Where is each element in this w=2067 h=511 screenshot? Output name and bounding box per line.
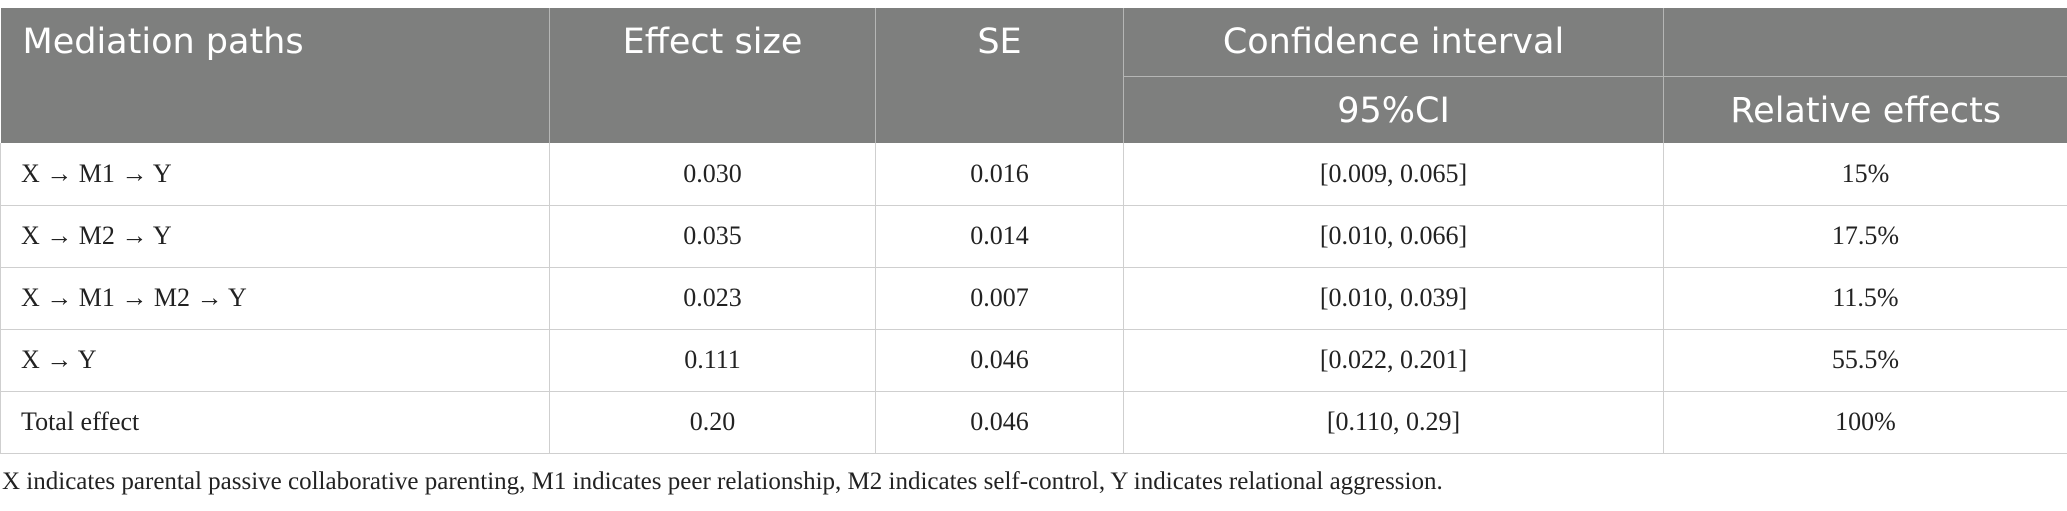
cell-relative: 100%	[1663, 391, 2067, 454]
cell-ci: [0.009, 0.065]	[1123, 143, 1664, 206]
cell-ci: [0.022, 0.201]	[1123, 329, 1664, 392]
mediation-table-container: Mediation paths Effect size SE Confidenc…	[0, 8, 2067, 454]
mediation-table: Mediation paths Effect size SE Confidenc…	[0, 8, 2067, 454]
cell-ci: [0.010, 0.039]	[1123, 267, 1664, 330]
header-mediation-paths: Mediation paths	[0, 8, 550, 143]
cell-path: X → M1 → Y	[0, 143, 550, 206]
cell-effect: 0.023	[549, 267, 876, 330]
table-row: X → M2 → Y 0.035 0.014 [0.010, 0.066] 17…	[0, 205, 2067, 268]
cell-se: 0.016	[875, 143, 1124, 206]
cell-se: 0.046	[875, 391, 1124, 454]
table-row: X → M1 → Y 0.030 0.016 [0.009, 0.065] 15…	[0, 143, 2067, 206]
table-row: X → M1 → M2 → Y 0.023 0.007 [0.010, 0.03…	[0, 267, 2067, 330]
header-95ci: 95%CI	[1123, 75, 1664, 143]
cell-se: 0.007	[875, 267, 1124, 330]
cell-effect: 0.030	[549, 143, 876, 206]
cell-path: X → Y	[0, 329, 550, 392]
table-header: Mediation paths Effect size SE Confidenc…	[0, 8, 2067, 143]
table-row: X → Y 0.111 0.046 [0.022, 0.201] 55.5%	[0, 329, 2067, 392]
cell-ci: [0.110, 0.29]	[1123, 391, 1664, 454]
cell-path: X → M2 → Y	[0, 205, 550, 268]
cell-se: 0.046	[875, 329, 1124, 392]
header-confidence-interval: Confidence interval	[1123, 8, 1664, 76]
cell-effect: 0.111	[549, 329, 876, 392]
header-se: SE	[875, 8, 1124, 143]
cell-relative: 55.5%	[1663, 329, 2067, 392]
cell-relative: 15%	[1663, 143, 2067, 206]
cell-ci: [0.010, 0.066]	[1123, 205, 1664, 268]
header-effect-size: Effect size	[549, 8, 876, 143]
table-body: X → M1 → Y 0.030 0.016 [0.009, 0.065] 15…	[0, 143, 2067, 454]
cell-se: 0.014	[875, 205, 1124, 268]
table-footnote: X indicates parental passive collaborati…	[2, 468, 1443, 495]
cell-relative: 11.5%	[1663, 267, 2067, 330]
header-relative-effects: Relative effects	[1663, 75, 2067, 143]
cell-path: Total effect	[0, 391, 550, 454]
header-blank	[1663, 8, 2067, 76]
cell-relative: 17.5%	[1663, 205, 2067, 268]
table-row: Total effect 0.20 0.046 [0.110, 0.29] 10…	[0, 391, 2067, 454]
cell-effect: 0.035	[549, 205, 876, 268]
cell-effect: 0.20	[549, 391, 876, 454]
cell-path: X → M1 → M2 → Y	[0, 267, 550, 330]
